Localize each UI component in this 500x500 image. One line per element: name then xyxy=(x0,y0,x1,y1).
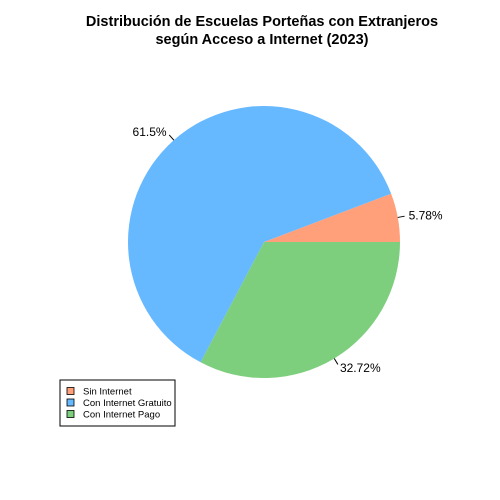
pie-slice-con-internet-gratuito xyxy=(127,105,392,363)
pie-label-tick-con-internet-gratuito xyxy=(168,134,175,141)
pie-labels: 5.78% 61.5% 32.72% xyxy=(133,125,443,375)
legend-label-con-internet-gratuito: Con Internet Gratuito xyxy=(83,398,172,409)
legend-swatch-sin-internet xyxy=(66,387,75,395)
pie-label-tick-con-internet-pago xyxy=(333,358,339,365)
pie-label-con-internet-gratuito: 61.5% xyxy=(133,125,167,139)
legend-label-con-internet-pago: Con Internet Pago xyxy=(83,410,160,421)
legend-swatch-con-internet-pago xyxy=(66,410,75,418)
chart-title-line-2: según Acceso a Internet (2023) xyxy=(155,32,368,48)
legend-label-sin-internet: Sin Internet xyxy=(83,387,132,398)
pie-slice-con-internet-pago xyxy=(200,242,400,378)
pie-label-tick-sin-internet xyxy=(397,215,405,218)
pie-label-sin-internet: 5.78% xyxy=(409,208,443,222)
legend-swatch-con-internet-gratuito xyxy=(66,398,75,407)
pie-slice-sin-internet xyxy=(264,193,400,242)
chart-title-line-1: Distribución de Escuelas Porteñas con Ex… xyxy=(86,14,438,30)
legend-box xyxy=(59,379,176,427)
pie-slices xyxy=(127,105,400,378)
pie-label-con-internet-pago: 32.72% xyxy=(340,361,381,375)
